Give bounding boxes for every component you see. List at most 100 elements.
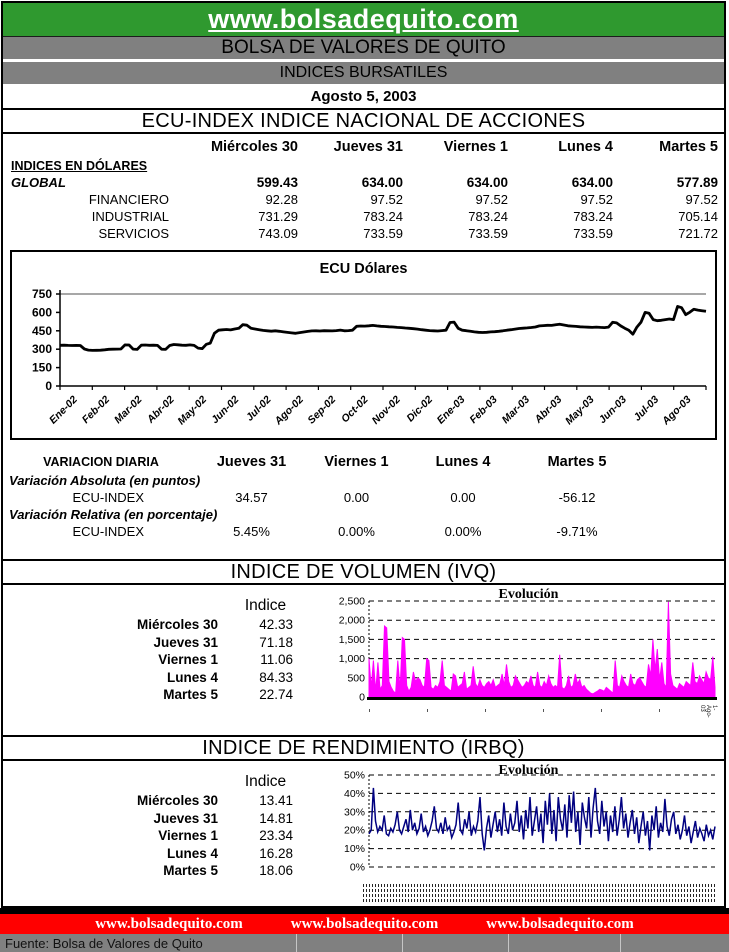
cell: 721.72	[678, 226, 718, 241]
cell-divider	[508, 934, 509, 952]
cell: 11.06	[260, 652, 293, 668]
relativa-row: ECU-INDEX 5.45% 0.00% 0.00% -9.71%	[3, 523, 724, 540]
ecu-index-section-title: ECU-INDEX INDICE NACIONAL DE ACCIONES	[3, 108, 724, 134]
day-header: Jueves 31	[333, 139, 403, 155]
row-label: Lunes 4	[166, 845, 218, 861]
y-tick-label: 10%	[344, 843, 365, 855]
relativa-subheader: Variación Relativa (en porcentaje)	[9, 507, 218, 522]
ivq-body: Indice Miércoles 30 42.33 Jueves 31 71.1…	[3, 585, 724, 735]
x-axis-label: Mar-03	[500, 394, 533, 427]
row-label: Viernes 1	[158, 652, 218, 668]
cell: 97.52	[475, 192, 508, 207]
cell: 14.81	[259, 810, 293, 826]
variacion-header-row: VARIACION DIARIA Jueves 31 Viernes 1 Lun…	[3, 452, 724, 472]
cell: 23.34	[259, 828, 293, 844]
site-link[interactable]: www.bolsadequito.com	[208, 4, 519, 34]
cell: 634.00	[361, 175, 403, 190]
cell-divider	[296, 934, 297, 952]
footer-link[interactable]: www.bolsadequito.com	[486, 915, 634, 932]
source-text: Fuente: Bolsa de Valores de Quito	[5, 935, 203, 951]
indice-header: Indice	[244, 596, 287, 614]
ivq-chart-title: Evolución	[498, 587, 559, 602]
cell: 783.24	[468, 209, 508, 224]
row-label: Miércoles 30	[136, 793, 218, 809]
x-axis-label: Jul-02	[244, 394, 274, 424]
y-tick-label: 0%	[350, 862, 365, 874]
x-axis	[367, 697, 717, 700]
day-header: Lunes 4	[558, 139, 613, 155]
cell: 0.00	[450, 490, 476, 505]
table-row: Jueves 31 71.18	[3, 634, 333, 652]
ecu-chart-title: ECU Dólares	[319, 261, 408, 277]
table-row: Jueves 31 14.81	[3, 810, 333, 828]
x-axis-label: Abr-02	[144, 394, 177, 427]
variacion-title: VARIACION DIARIA	[43, 455, 159, 469]
irbq-title-text: INDICE DE RENDIMIENTO (IRBQ)	[202, 736, 525, 759]
irbq-chart-title: Evolución	[498, 763, 559, 778]
cell: 743.09	[258, 226, 298, 241]
index-table-header-row: Miércoles 30 Jueves 31 Viernes 1 Lunes 4…	[3, 137, 724, 157]
x-axis-label: Ago-03	[659, 394, 693, 428]
y-tick-label: 450	[32, 324, 52, 338]
y-tick-label: 2,500	[339, 596, 365, 608]
ivq-chart-area: Evolución 0 500 1,000 1,500 2,000 2,500 1-Ago…	[333, 587, 724, 718]
cell: 34.57	[235, 490, 268, 505]
x-axis-label: Feb-03	[467, 394, 500, 427]
day-header: Martes 5	[547, 454, 607, 470]
cell: 783.24	[573, 209, 613, 224]
footer-link[interactable]: www.bolsadequito.com	[290, 915, 439, 932]
absoluta-subheader: Variación Absoluta (en puntos)	[9, 473, 201, 488]
day-header: Viernes 1	[324, 454, 389, 470]
ivq-table-header: Indice	[3, 595, 333, 616]
cell: 97.52	[685, 192, 718, 207]
cell: 5.45%	[233, 524, 270, 539]
divider-bar	[0, 908, 729, 914]
cell: 0.00%	[444, 524, 482, 539]
source-bar: Fuente: Bolsa de Valores de Quito	[0, 934, 729, 952]
day-header: Martes 5	[659, 139, 718, 155]
cell: -56.12	[558, 490, 596, 505]
x-axis-label: May-02	[175, 394, 209, 428]
footer-link[interactable]: www.bolsadequito.com	[95, 915, 243, 932]
ivq-table: Indice Miércoles 30 42.33 Jueves 31 71.1…	[3, 595, 333, 704]
x-axis-label: Feb-02	[80, 394, 113, 427]
ecu-index-title-text: ECU-INDEX INDICE NACIONAL DE ACCIONES	[141, 109, 586, 132]
cell: 634.00	[466, 175, 508, 190]
x-axis-label: Ago-02	[272, 394, 306, 428]
cell: 71.18	[259, 634, 293, 650]
table-row: Martes 5 18.06	[3, 862, 333, 880]
y-tick-label: 0	[359, 692, 365, 704]
x-axis-label: Oct-02	[339, 394, 371, 426]
row-label: ECU-INDEX	[72, 524, 144, 539]
cell: 783.24	[363, 209, 403, 224]
cell: 577.89	[676, 175, 718, 190]
row-label: Jueves 31	[153, 634, 218, 650]
irbq-section-title: INDICE DE RENDIMIENTO (IRBQ)	[3, 735, 724, 761]
y-tick-label: 2,000	[339, 615, 365, 627]
row-label: Martes 5	[163, 687, 218, 703]
cell: 97.52	[370, 192, 403, 207]
table-row-industrial: INDUSTRIAL 731.29 783.24 783.24 783.24 7…	[3, 208, 724, 225]
row-label: Lunes 4	[166, 669, 218, 685]
ivq-axis-ticks	[369, 709, 709, 712]
table-row-servicios: SERVICIOS 743.09 733.59 733.59 733.59 72…	[3, 225, 724, 242]
irbq-series-line	[368, 787, 716, 851]
x-axis-label: Sep-02	[305, 394, 338, 427]
report-title-bar: INDICES BURSATILES	[3, 62, 724, 84]
cell: 16.28	[259, 845, 293, 861]
cell: 733.59	[468, 226, 508, 241]
cell: 13.41	[259, 793, 293, 809]
cell: 733.59	[363, 226, 403, 241]
cell: 634.00	[571, 175, 613, 190]
cell: 733.59	[573, 226, 613, 241]
x-axis-label: Ene-02	[47, 394, 80, 427]
y-tick-label: 600	[32, 305, 52, 319]
day-header: Viernes 1	[443, 139, 508, 155]
y-tick-label: 150	[32, 361, 52, 375]
cell: 705.14	[678, 209, 718, 224]
x-axis-label: Jul-03	[631, 394, 661, 424]
cell: 599.43	[256, 175, 298, 190]
irbq-table: Indice Miércoles 30 13.41 Jueves 31 14.8…	[3, 771, 333, 880]
ivq-volume-chart: 0 500 1,000 1,500 2,000 2,500	[339, 596, 717, 704]
irbq-axis-labels-strip	[363, 882, 715, 902]
